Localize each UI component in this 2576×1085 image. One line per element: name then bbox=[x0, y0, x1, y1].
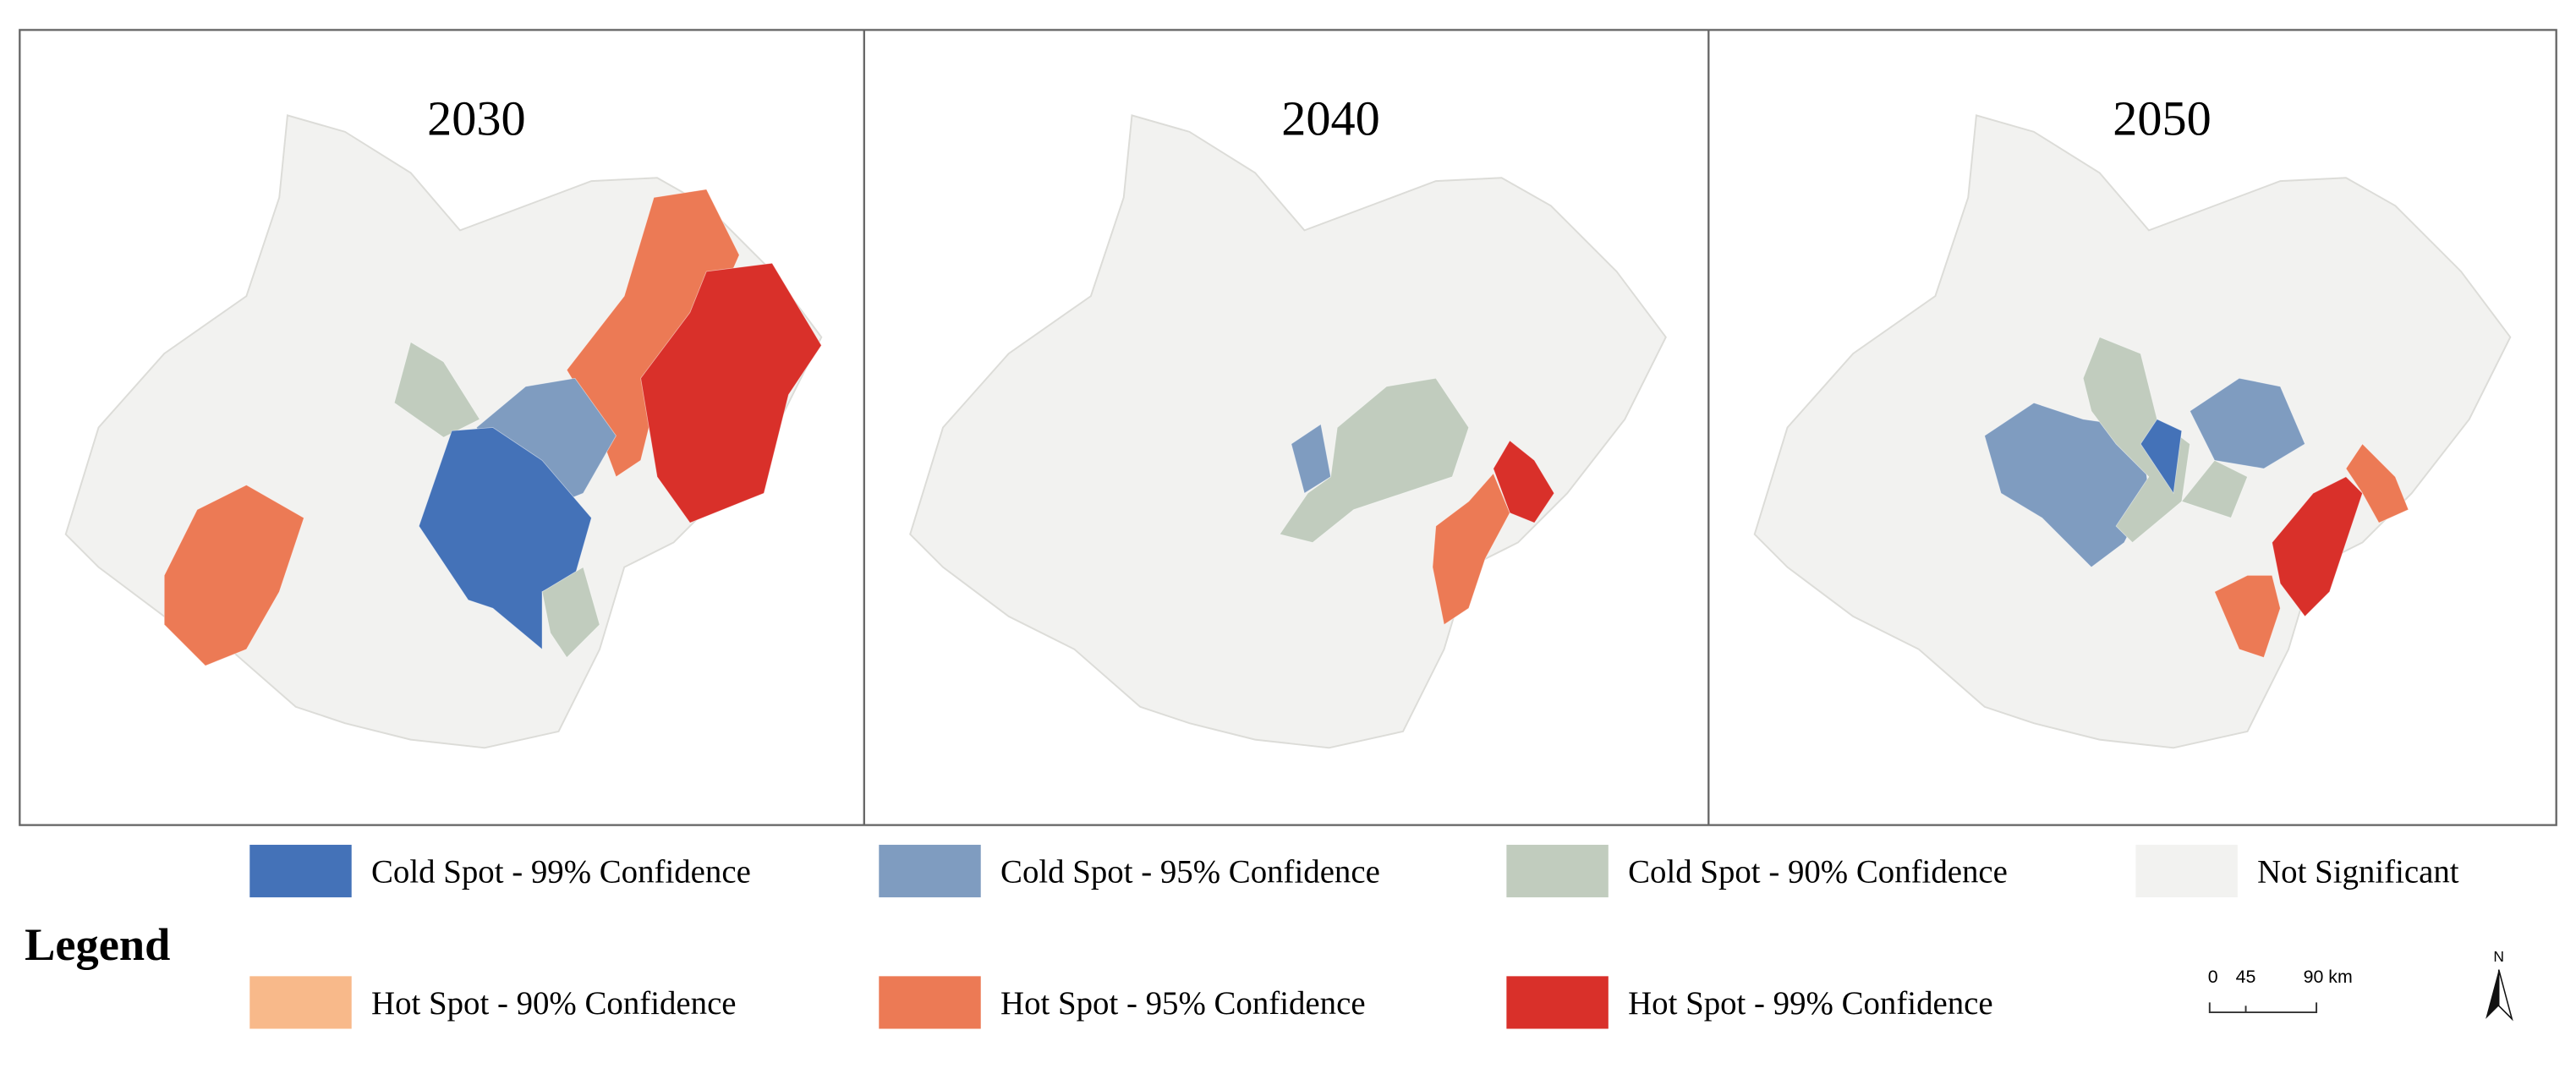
legend-label: Cold Spot - 99% Confidence bbox=[371, 854, 751, 890]
legend-swatch bbox=[879, 976, 981, 1029]
legend-label: Cold Spot - 90% Confidence bbox=[1628, 854, 2008, 890]
arrow-half bbox=[2486, 969, 2499, 1019]
map-panel bbox=[1753, 114, 2512, 749]
legend-swatch bbox=[1506, 844, 1609, 898]
arrow-half bbox=[2497, 969, 2513, 1022]
region bbox=[2272, 476, 2363, 617]
region bbox=[163, 485, 304, 666]
scale-label: 90 km bbox=[2304, 967, 2353, 987]
region bbox=[2181, 459, 2248, 518]
region bbox=[640, 262, 822, 523]
map-panel bbox=[64, 114, 823, 749]
north-arrow: N bbox=[2486, 948, 2513, 1022]
legend-label: Hot Spot - 90% Confidence bbox=[371, 985, 737, 1022]
legend-label: Not Significant bbox=[2257, 854, 2459, 890]
panel-title: 2050 bbox=[2113, 91, 2212, 146]
legend-swatch bbox=[249, 844, 352, 898]
legend: Cold Spot - 99% Confidence Cold Spot - 95… bbox=[249, 844, 2459, 1029]
legend-swatch bbox=[2135, 844, 2238, 898]
region bbox=[393, 341, 480, 438]
map-panel bbox=[909, 114, 1667, 749]
scale-bar: 0 45 90 km bbox=[2208, 967, 2353, 1014]
panel-title: 2040 bbox=[1281, 91, 1380, 146]
legend-label: Cold Spot - 95% Confidence bbox=[1000, 854, 1380, 890]
scale-label: 0 bbox=[2208, 967, 2218, 987]
north-label: N bbox=[2493, 948, 2504, 965]
legend-swatch bbox=[1506, 976, 1609, 1029]
maps bbox=[64, 114, 2512, 749]
scale-label: 45 bbox=[2236, 967, 2256, 987]
legend-title: Legend bbox=[25, 919, 170, 970]
region bbox=[1279, 377, 1470, 543]
land bbox=[909, 114, 1667, 749]
legend-label: Hot Spot - 95% Confidence bbox=[1000, 985, 1366, 1022]
scale-line bbox=[2208, 1002, 2318, 1014]
legend-swatch bbox=[249, 976, 352, 1029]
panel-title: 2030 bbox=[427, 91, 526, 146]
region bbox=[2140, 419, 2183, 495]
region bbox=[1432, 473, 1510, 626]
legend-label: Hot Spot - 99% Confidence bbox=[1628, 985, 1993, 1022]
region bbox=[2082, 337, 2190, 544]
legend-swatch bbox=[879, 844, 981, 898]
region bbox=[541, 567, 600, 659]
region bbox=[2214, 574, 2281, 658]
